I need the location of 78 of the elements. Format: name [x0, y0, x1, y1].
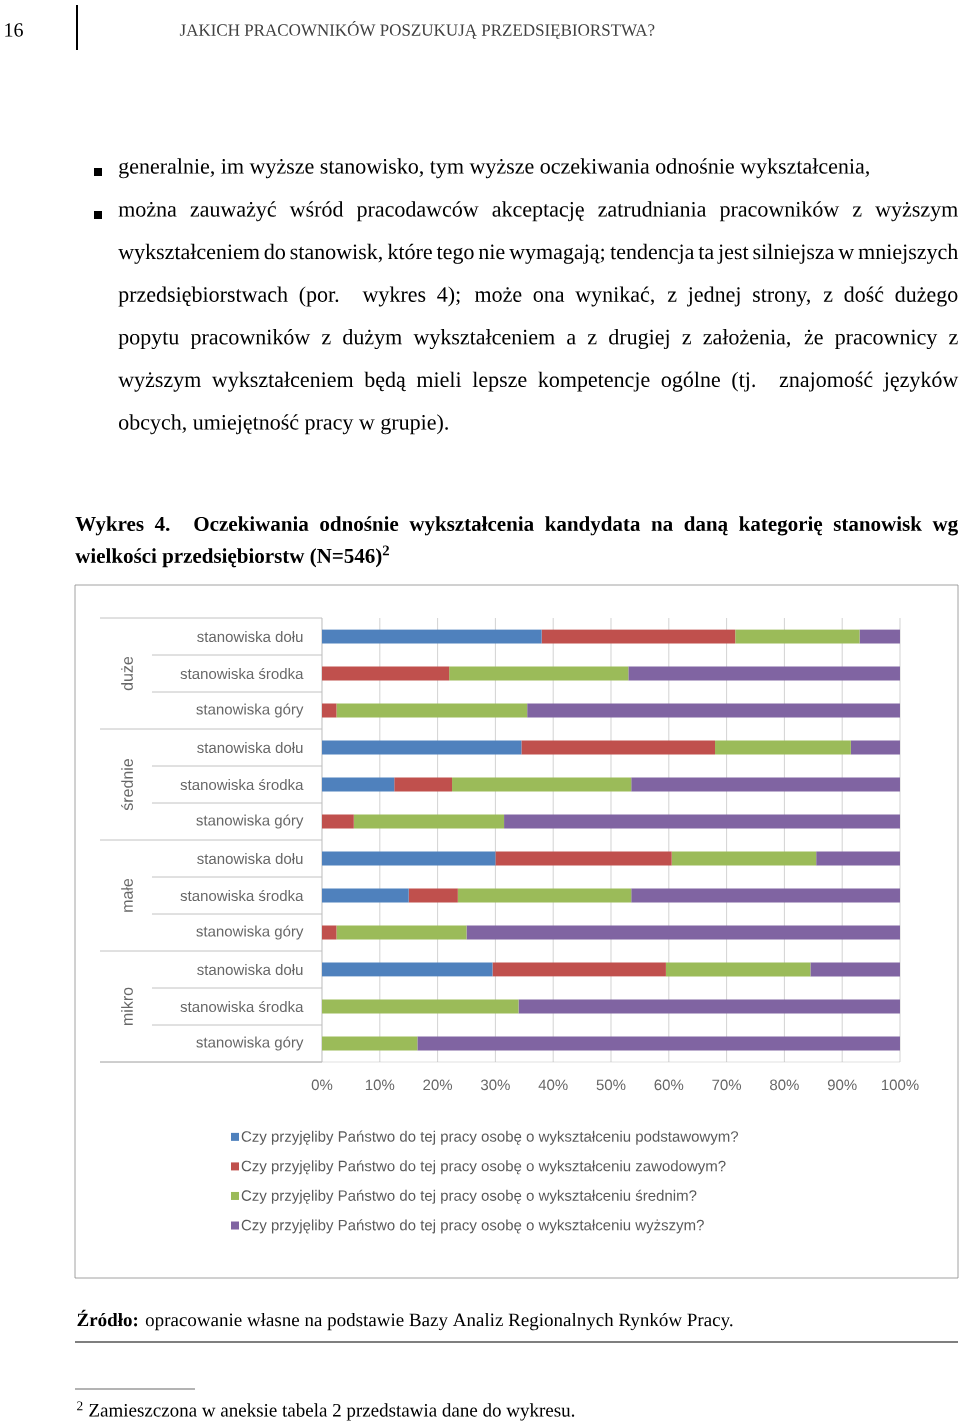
bar [631, 888, 900, 903]
x-tick-label: 10% [365, 1079, 395, 1091]
bar [452, 777, 632, 792]
y-tick-label: stanowiska dołu [197, 964, 303, 976]
x-tick-label: 60% [654, 1079, 684, 1091]
bar [322, 999, 519, 1014]
x-tick-label: 80% [770, 1079, 799, 1091]
legend-label: Czy przyjęliby Państwo do tej pracy osobę o wykształceniu zawodowym? [241, 1160, 726, 1175]
text: można zauważyć wśród pracodawców akceptację zatrudniania pracowników z wyższym wykształceniem do stanowisk, które tego nie wymagają; tendencja ta jest silniejsza w mniejszych przedsiębiorstwach (por. wykres 4); może ona wynikać, z jednej strony, z dość dużego popytu pracowników z dużym wykształceniem a z drugiej z założenia, że pracownicy z wyższym wykształceniem będą mieli lepsze kompetencje ogólne (tj. znajomość języków obcych, umiejętność pracy w grupie). [118, 201, 959, 435]
text: mikro [121, 987, 133, 1025]
bar [527, 703, 900, 718]
x-tick-label: 100% [881, 1079, 919, 1091]
bar [457, 888, 632, 903]
y-tick-label: stanowiska środka [180, 889, 304, 902]
bar [735, 629, 860, 644]
bar [353, 814, 505, 829]
bar [521, 740, 716, 755]
y-tick-label: stanowiska dołu [197, 853, 303, 865]
bar [518, 999, 900, 1014]
bar [541, 629, 736, 644]
bar [322, 925, 337, 940]
x-tick-label: 30% [480, 1079, 510, 1091]
bar [336, 925, 467, 940]
bar [449, 666, 629, 681]
legend-label: Czy przyjęliby Państwo do tej pracy osobę o wykształceniu średnim? [241, 1189, 697, 1204]
text: Źródło: opracowanie własne na podstawie Bazy Analiz Regionalnych Rynków Pracy. [77, 1309, 733, 1331]
bar [671, 851, 817, 866]
bar [665, 962, 811, 977]
bar [850, 740, 900, 755]
text: małe [121, 878, 133, 912]
bar [322, 888, 409, 903]
bar [408, 888, 458, 903]
text: średnie [121, 758, 133, 811]
bar [394, 777, 453, 792]
bar [631, 777, 900, 792]
bar [322, 777, 395, 792]
bar [322, 962, 493, 977]
x-tick-label: 50% [596, 1079, 626, 1091]
bar [810, 962, 900, 977]
x-tick-label: 70% [712, 1079, 742, 1091]
y-tick-label: stanowiska środka [180, 778, 304, 791]
x-tick-label: 20% [423, 1079, 453, 1091]
text: JAKICH PRACOWNIKÓW POSZUKUJĄ PRZEDSIĘBIORSTWA? [179, 21, 655, 39]
text: $^{2}$ Zamieszczona w aneksie tabela 2 przedstawia dane do wykresu. [77, 1401, 575, 1421]
bar [628, 666, 900, 681]
chart-title: Wykres 4. Oczekiwania odnośnie wykształcenia kandydata na daną kategorię stanowisk wg wielkości przedsiębiorstw (N=546)$^{2}$ [75, 516, 958, 568]
bar [859, 629, 900, 644]
bar [466, 925, 900, 940]
bar [322, 814, 354, 829]
bar [495, 851, 672, 866]
bar [816, 851, 900, 866]
bar [336, 703, 528, 718]
text: generalnie, im wyższe stanowisko, tym wyższe oczekiwania odnośnie wykształcenia, [119, 158, 869, 179]
y-tick-label: stanowiska góry [196, 703, 304, 718]
y-tick-label: stanowiska góry [196, 925, 304, 940]
bar [322, 703, 337, 718]
text: 16 [5, 23, 23, 37]
y-tick-label: stanowiska dołu [197, 631, 303, 643]
bar [492, 962, 666, 977]
y-tick-label: stanowiska środka [180, 1000, 304, 1013]
bar [322, 851, 496, 866]
bar [417, 1036, 900, 1051]
y-tick-label: stanowiska góry [196, 814, 304, 829]
legend-label: Czy przyjęliby Państwo do tej pracy osobę o wykształceniu wyższym? [241, 1219, 704, 1234]
bar [504, 814, 900, 829]
x-tick-label: 40% [538, 1079, 568, 1091]
x-tick-label: 0% [311, 1079, 333, 1091]
bar [322, 629, 542, 644]
bar [322, 666, 450, 681]
y-tick-label: stanowiska góry [196, 1036, 304, 1051]
y-tick-label: stanowiska dołu [197, 742, 303, 754]
bar [322, 740, 522, 755]
text: duże [121, 656, 133, 691]
bar [322, 1036, 418, 1051]
legend-label: Czy przyjęliby Państwo do tej pracy osobę o wykształceniu podstawowym? [241, 1130, 739, 1145]
bar [715, 740, 851, 755]
x-tick-label: 90% [827, 1079, 857, 1091]
y-tick-label: stanowiska środka [180, 667, 304, 680]
